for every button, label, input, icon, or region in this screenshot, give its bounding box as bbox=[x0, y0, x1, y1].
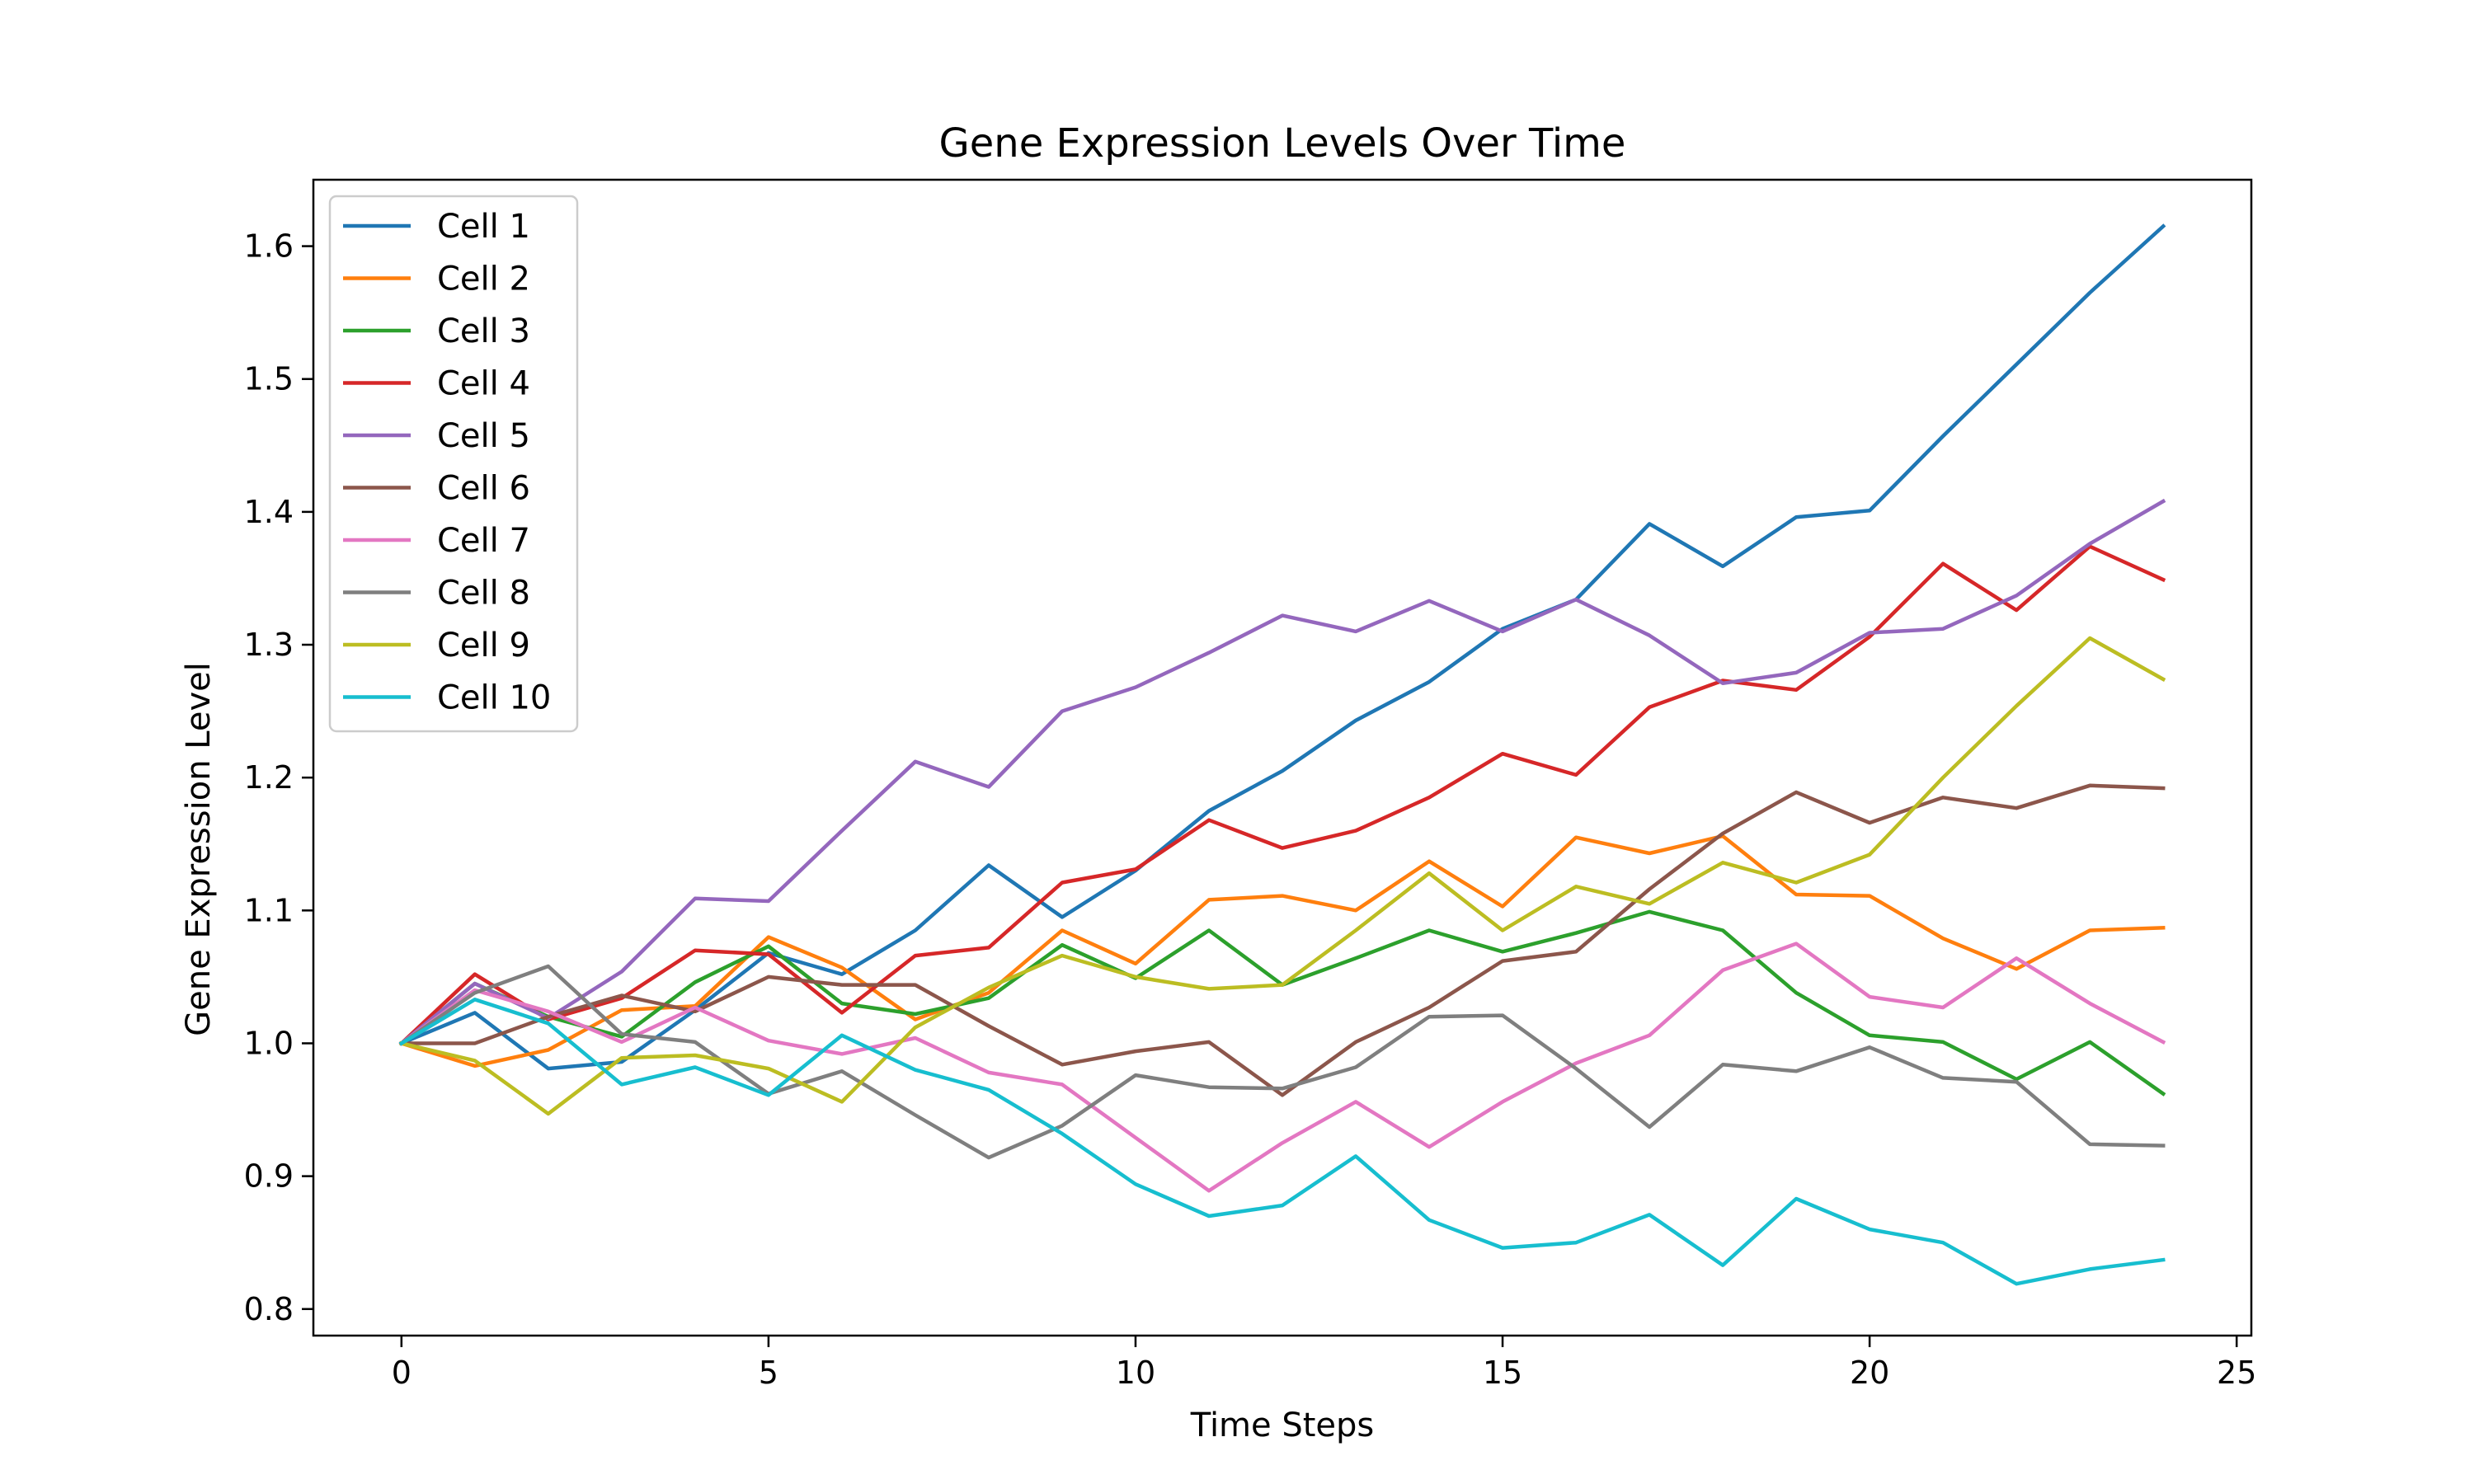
legend-entry: Cell 8 bbox=[437, 575, 530, 613]
x-tick-label: 0 bbox=[392, 1355, 412, 1391]
y-tick-label: 1.5 bbox=[244, 361, 294, 397]
series-line-4 bbox=[398, 544, 2166, 1046]
chart-title: Gene Expression Levels Over Time bbox=[939, 120, 1626, 167]
series-line-7 bbox=[398, 942, 2166, 1193]
series-lines bbox=[398, 223, 2166, 1286]
series-line-9 bbox=[399, 636, 2166, 1116]
series-line-8 bbox=[398, 964, 2166, 1160]
legend-entry: Cell 4 bbox=[437, 365, 530, 403]
x-tick-label: 15 bbox=[1483, 1355, 1522, 1391]
series-line-10 bbox=[398, 998, 2166, 1286]
x-tick-label: 25 bbox=[2217, 1355, 2256, 1391]
y-tick-label: 1.3 bbox=[244, 627, 294, 663]
y-axis: 0.8 0.9 1.0 1.1 1.2 1.3 1.4 1.5 1.6 bbox=[244, 228, 313, 1327]
y-tick-label: 1.0 bbox=[244, 1025, 294, 1061]
y-axis-label: Gene Expression Level bbox=[180, 662, 218, 1036]
x-tick-label: 5 bbox=[759, 1355, 778, 1391]
y-tick-label: 1.4 bbox=[244, 494, 294, 530]
y-tick-label: 1.2 bbox=[244, 759, 294, 796]
legend-entry: Cell 9 bbox=[437, 627, 530, 665]
legend-entry: Cell 1 bbox=[437, 208, 530, 246]
y-tick-label: 1.1 bbox=[244, 892, 294, 928]
series-line-6 bbox=[399, 783, 2166, 1097]
y-tick-label: 0.8 bbox=[244, 1291, 294, 1327]
legend-entry: Cell 2 bbox=[437, 261, 530, 298]
legend-entry: Cell 3 bbox=[437, 312, 530, 350]
y-tick-label: 1.6 bbox=[244, 228, 294, 265]
legend: Cell 1 Cell 2 Cell 3 Cell 4 Cell 5 Cell 6 Cell… bbox=[328, 195, 579, 733]
x-tick-label: 20 bbox=[1850, 1355, 1889, 1391]
y-tick-label: 0.9 bbox=[244, 1158, 294, 1195]
legend-entry: Cell 7 bbox=[437, 522, 530, 560]
x-tick-label: 10 bbox=[1116, 1355, 1155, 1391]
legend-entry: Cell 6 bbox=[437, 470, 530, 508]
x-axis: 0 5 10 15 20 25 bbox=[392, 1336, 2256, 1391]
legend-entry: Cell 10 bbox=[437, 679, 551, 717]
legend-entry: Cell 5 bbox=[437, 417, 530, 455]
series-line-5 bbox=[398, 498, 2166, 1046]
x-axis-label: Time Steps bbox=[1190, 1407, 1375, 1444]
plot-area-frame bbox=[312, 178, 2253, 1337]
